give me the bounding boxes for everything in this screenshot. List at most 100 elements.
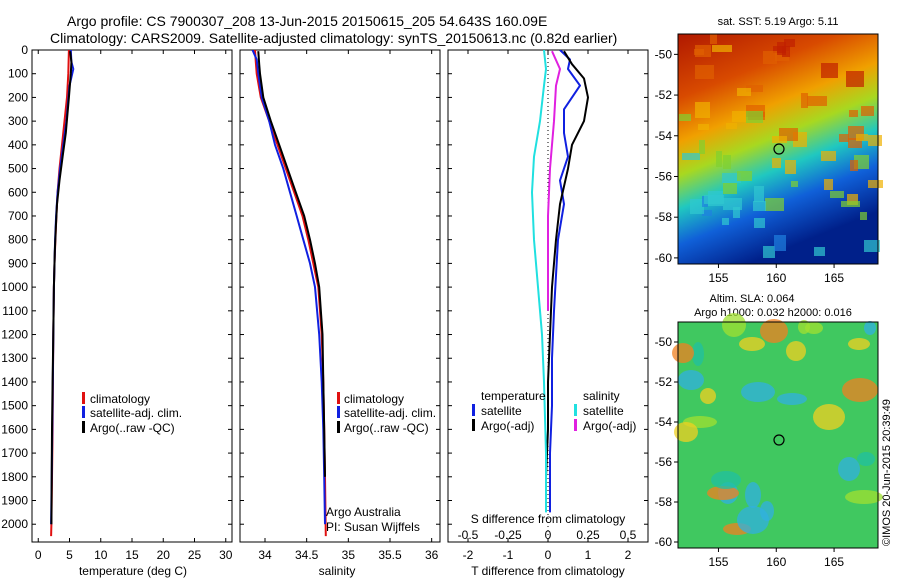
sla-texture-patch — [857, 452, 875, 466]
sst-texture-patch — [841, 201, 860, 207]
sst-texture-patch — [782, 46, 790, 57]
depth-tick-label: 1400 — [1, 375, 28, 389]
depth-tick-label: 1100 — [2, 304, 28, 318]
depth-tick-label: 1900 — [1, 494, 28, 508]
sst-texture-patch — [690, 199, 704, 214]
x-tick-label: 25 — [188, 548, 202, 562]
depth-tick-label: 400 — [8, 138, 28, 152]
latitude-tick-label: -56 — [655, 169, 673, 183]
longitude-tick-label: 155 — [708, 555, 728, 569]
latitude-tick-label: -60 — [655, 535, 673, 549]
sst-texture-patch — [849, 110, 858, 117]
sst-texture-patch — [723, 198, 742, 210]
legend-label-argo: Argo(..raw -QC) — [344, 421, 429, 435]
legend-label-s-argo: Argo(-adj) — [583, 419, 636, 433]
legend-label-satellite: satellite-adj. clim. — [90, 406, 182, 420]
latitude-tick-label: -58 — [655, 210, 673, 224]
credit-line2: PI: Susan Wijffels — [326, 520, 420, 534]
sla-texture-patch — [842, 378, 878, 402]
longitude-tick-label: 165 — [824, 271, 844, 285]
legend-swatch-satellite — [337, 406, 340, 418]
s-difference-axis-label: S difference from climatology — [471, 512, 626, 526]
sst-texture-patch — [753, 201, 766, 211]
series-line-satellite — [251, 50, 326, 525]
sst-texture-patch — [785, 160, 796, 174]
s-diff-tick-label: -0.25 — [494, 528, 522, 542]
legend-label-t-argo: Argo(-adj) — [481, 419, 534, 433]
x-tick-label: 35.5 — [378, 548, 402, 562]
depth-tick-label: 1700 — [1, 446, 28, 460]
x-tick-label: 0 — [35, 548, 42, 562]
sla-texture-patch — [777, 393, 807, 405]
sla-texture-patch — [674, 422, 698, 442]
series-line-s_argo — [547, 50, 561, 311]
legend-label-t-satellite: satellite — [481, 404, 522, 418]
temperature-axis-label: temperature (deg C) — [79, 564, 187, 578]
latitude-tick-label: -54 — [655, 415, 673, 429]
depth-tick-label: 300 — [8, 114, 28, 128]
sst-argo-marker — [773, 143, 785, 155]
depth-tick-label: 500 — [8, 162, 28, 176]
sst-map-texture — [679, 34, 883, 258]
x-tick-label: 30 — [219, 548, 233, 562]
longitude-tick-label: 160 — [766, 555, 786, 569]
sla-texture-patch — [813, 404, 845, 430]
latitude-tick-label: -50 — [655, 47, 673, 61]
sla-map-title-line2: Argo h1000: 0.032 h2000: 0.016 — [694, 307, 852, 319]
series-line-argo — [50, 51, 73, 525]
x-tick-label: 1 — [585, 548, 592, 562]
sst-texture-patch — [772, 136, 787, 143]
x-tick-label: 5 — [66, 548, 73, 562]
legend-swatch-t-satellite — [472, 404, 475, 416]
sst-texture-patch — [801, 93, 808, 108]
depth-tick-label: 700 — [8, 209, 28, 223]
sst-texture-patch — [716, 151, 722, 167]
sst-texture-patch — [772, 158, 781, 168]
sst-texture-patch — [702, 210, 712, 216]
sst-texture-patch — [864, 240, 880, 252]
difference-legend: temperature salinity satellite Argo(-adj… — [472, 389, 636, 433]
legend-swatch-climatology — [337, 392, 340, 404]
t-difference-axis-label: T difference from climatology — [471, 564, 625, 578]
x-tick-label: 2 — [625, 548, 632, 562]
latitude-tick-label: -52 — [655, 88, 673, 102]
map-axis-ticks: 155 160 165 -50 -52 -54 -56 -58 -60 155 160 165 -50 -… — [655, 47, 845, 569]
sst-texture-patch — [868, 180, 883, 188]
latitude-tick-label: -60 — [655, 251, 673, 265]
legend-label-climatology: climatology — [90, 392, 150, 406]
longitude-tick-label: 160 — [766, 271, 786, 285]
sst-texture-patch — [732, 111, 748, 122]
sst-texture-patch — [774, 235, 786, 251]
series-line-s_satellite — [531, 50, 547, 513]
sla-texture-patch — [864, 321, 876, 335]
sst-texture-patch — [712, 45, 732, 52]
sla-texture-patch — [848, 338, 870, 350]
legend-label-climatology: climatology — [344, 392, 404, 406]
sla-map-frame — [677, 321, 879, 549]
sst-texture-patch — [722, 218, 729, 225]
depth-tick-label: 1200 — [1, 328, 28, 342]
sst-texture-patch — [850, 160, 858, 171]
sla-texture-patch — [760, 319, 788, 343]
sst-texture-patch — [763, 51, 777, 64]
x-tick-label: -2 — [463, 548, 474, 562]
sst-texture-patch — [682, 153, 700, 160]
x-tick-label: 34.5 — [295, 548, 319, 562]
profile-lines — [50, 50, 589, 537]
sla-texture-patch — [838, 457, 860, 481]
sst-texture-patch — [698, 124, 709, 130]
sst-texture-patch — [784, 39, 795, 47]
depth-tick-label: 900 — [8, 256, 28, 270]
depth-tick-label: 1300 — [1, 351, 28, 365]
sst-texture-patch — [814, 247, 825, 256]
sst-map-frame — [677, 33, 879, 265]
sla-texture-patch — [711, 471, 741, 489]
sst-texture-patch — [695, 102, 710, 118]
x-tick-label: 35 — [342, 548, 356, 562]
sla-texture-patch — [700, 388, 716, 404]
depth-tick-label: 1000 — [1, 280, 28, 294]
sst-texture-patch — [847, 194, 858, 205]
sla-map-texture — [672, 313, 883, 535]
x-tick-label: 0 — [545, 548, 552, 562]
sst-texture-patch — [791, 181, 798, 187]
